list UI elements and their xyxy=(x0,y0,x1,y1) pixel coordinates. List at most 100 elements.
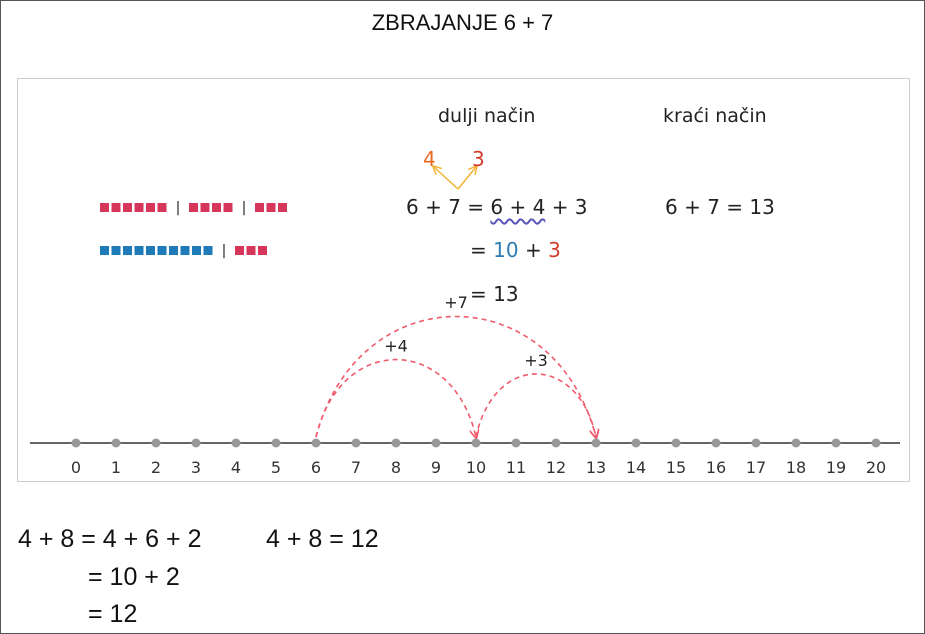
block-square xyxy=(134,203,144,212)
block-square xyxy=(200,203,210,212)
number-line-dot xyxy=(271,438,281,448)
block-bars: | | | xyxy=(100,200,287,259)
number-line-tick-label: 2 xyxy=(151,458,161,477)
long-way-line-3: = 13 xyxy=(470,282,519,306)
number-line-jumps: +7 +4 +3 xyxy=(315,293,596,437)
number-line-dot xyxy=(831,438,841,448)
line2-plus: + xyxy=(524,238,542,262)
split-left-number: 4 xyxy=(423,147,436,171)
number-line-jump-label: +4 xyxy=(384,336,408,355)
bottom-line-2: = 10 + 2 xyxy=(88,563,180,591)
long-way-line-1: 6 + 7 = 6 + 4 + 3 xyxy=(406,195,588,219)
number-line-tick-label: 6 xyxy=(311,458,321,477)
block-square xyxy=(192,246,201,255)
number-line-dot xyxy=(671,438,681,448)
number-line-dot xyxy=(511,438,521,448)
number-line-dot xyxy=(351,438,361,448)
number-line-tick-label: 18 xyxy=(786,458,806,477)
line1-rest: + 3 xyxy=(551,195,588,219)
block-square xyxy=(123,246,132,255)
short-way-heading: kraći način xyxy=(663,105,767,127)
split-arrows xyxy=(434,167,476,190)
block-separator: | xyxy=(242,200,247,216)
number-line-dot xyxy=(311,438,321,448)
line2-ten: 10 xyxy=(493,238,519,262)
split-right-number: 3 xyxy=(472,147,485,171)
long-way-line-2: = 10 + 3 xyxy=(470,238,561,262)
number-line-jump-arc xyxy=(475,373,596,437)
number-line-dot xyxy=(191,438,201,448)
number-line-jump-label: +3 xyxy=(524,351,548,370)
block-square xyxy=(146,246,155,255)
block-square xyxy=(180,246,190,255)
number-line-jump-label: +7 xyxy=(444,293,468,312)
number-line-tick-label: 4 xyxy=(231,458,241,477)
block-square xyxy=(123,203,132,212)
number-line-tick-label: 13 xyxy=(586,458,606,477)
number-line-tick-label: 19 xyxy=(826,458,846,477)
number-line-dot xyxy=(631,438,641,448)
number-line-dot xyxy=(111,438,121,448)
number-line-dot xyxy=(591,438,601,448)
line1-wavy-part: 6 + 4 xyxy=(490,195,546,219)
number-line-dot xyxy=(751,438,761,448)
number-line-dot xyxy=(71,438,81,448)
number-line-dot xyxy=(431,438,441,448)
number-line-tick-label: 11 xyxy=(506,458,526,477)
number-line-dot xyxy=(391,438,401,448)
number-line-dot xyxy=(231,438,241,448)
number-line-tick-label: 14 xyxy=(626,458,646,477)
bottom-line-3: = 12 xyxy=(88,600,138,628)
number-line-tick-label: 9 xyxy=(431,458,441,477)
number-line-tick-label: 0 xyxy=(71,458,81,477)
block-square xyxy=(111,203,121,212)
number-line-tick-label: 20 xyxy=(866,458,886,477)
line1-lhs: 6 + 7 = xyxy=(406,195,485,219)
number-line-jump-arc xyxy=(315,315,596,437)
number-line-tick-label: 8 xyxy=(391,458,401,477)
block-square xyxy=(223,203,233,212)
number-line-dot xyxy=(551,438,561,448)
block-square xyxy=(100,246,109,255)
block-separator: | xyxy=(222,243,227,259)
block-square xyxy=(189,203,198,212)
number-line-dot xyxy=(871,438,881,448)
number-line-tick-label: 16 xyxy=(706,458,726,477)
number-line-tick-label: 7 xyxy=(351,458,361,477)
split-arrow-left xyxy=(434,167,459,190)
slide-title: ZBRAJANJE 6 + 7 xyxy=(371,10,554,35)
number-line-tick-label: 17 xyxy=(746,458,766,477)
number-line-tick-label: 1 xyxy=(111,458,121,477)
block-square xyxy=(258,246,267,255)
number-line-dot xyxy=(471,438,481,448)
number-line-tick-label: 3 xyxy=(191,458,201,477)
block-square xyxy=(111,246,121,255)
number-line-tick-label: 5 xyxy=(271,458,281,477)
block-square xyxy=(146,203,155,212)
number-line-tick-label: 10 xyxy=(466,458,486,477)
number-line-dot xyxy=(711,438,721,448)
number-line: 0 1 2 3 4 5 6 7 8 9 10 11 12 13 14 15 16 17 18 19 20 xyxy=(30,438,900,477)
split-arrow-right xyxy=(457,167,476,190)
line2-equals: = xyxy=(470,238,487,262)
line2-three: 3 xyxy=(548,238,561,262)
block-square xyxy=(134,246,144,255)
number-line-dot xyxy=(151,438,161,448)
short-way-equation: 6 + 7 = 13 xyxy=(665,195,775,219)
bottom-line-1-right: 4 + 8 = 12 xyxy=(266,525,379,553)
block-square xyxy=(203,246,213,255)
block-square xyxy=(157,246,167,255)
number-line-dot xyxy=(791,438,801,448)
number-line-tick-label: 12 xyxy=(546,458,566,477)
block-square xyxy=(246,246,256,255)
block-square xyxy=(100,203,109,212)
bottom-line-1-left: 4 + 8 = 4 + 6 + 2 xyxy=(18,525,202,553)
block-square xyxy=(212,203,221,212)
block-square xyxy=(278,203,287,212)
block-separator: | xyxy=(176,200,181,216)
number-line-jump-arc xyxy=(315,358,476,437)
block-square xyxy=(169,246,178,255)
illustration-panel: | | | +7 +4 +3 0 1 2 3 4 5 6 7 8 9 10 11 12 13 14 15 16 17 18 1… xyxy=(17,78,910,482)
block-square xyxy=(266,203,276,212)
number-line-tick-label: 15 xyxy=(666,458,686,477)
